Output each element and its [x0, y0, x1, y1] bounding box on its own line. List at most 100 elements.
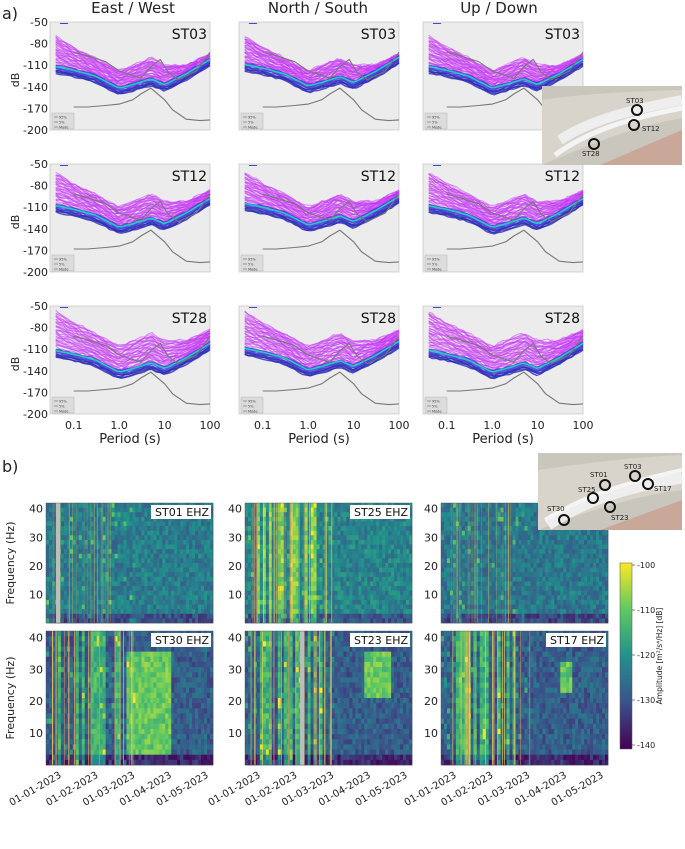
- spectrogram-cell: [304, 521, 308, 527]
- spectrogram-cell: [455, 549, 460, 555]
- spectrogram-cell: [268, 581, 273, 587]
- spectrogram-cell: [210, 553, 214, 559]
- spectrogram-cell: [382, 567, 386, 573]
- spectrogram-cell: [66, 512, 71, 518]
- spectrogram-cell: [292, 512, 296, 518]
- spectrogram-cell: [298, 595, 302, 601]
- spectrogram-cell: [509, 535, 513, 541]
- spectrogram-cell: [527, 618, 531, 624]
- spectrogram-cell: [376, 558, 380, 564]
- spectrogram-cell: [210, 599, 214, 605]
- spectrogram-cell: [198, 567, 202, 573]
- spectrogram-cell: [153, 572, 157, 578]
- spectrogram-cell: [455, 590, 460, 596]
- spectrogram-cell: [117, 516, 121, 522]
- spectrogram-cell: [99, 618, 103, 624]
- spectrogram-cell: [479, 512, 484, 518]
- spectrogram-cell: [449, 558, 454, 564]
- spectrogram-cell: [159, 553, 163, 559]
- spectrogram-cell: [485, 572, 490, 578]
- spectrogram-cell: [406, 604, 410, 610]
- spectrogram-cell: [509, 549, 513, 555]
- spectrogram-cell: [280, 553, 285, 559]
- spectrogram-cell: [87, 530, 92, 536]
- spectrogram-cell: [126, 599, 130, 605]
- spectrogram-cell: [192, 576, 196, 582]
- spectrogram-cell: [500, 609, 504, 615]
- spectrogram-cell: [352, 549, 356, 555]
- spectrogram-cell: [144, 544, 148, 550]
- spectrogram-cell: [75, 539, 80, 545]
- spectrogram-cell: [198, 521, 202, 527]
- spectrogram-cell: [322, 595, 326, 601]
- spectrogram-cell: [123, 558, 127, 564]
- spectrogram-cell: [584, 544, 588, 550]
- spectrogram-cell: [346, 558, 350, 564]
- spectrogram-cell: [46, 539, 50, 545]
- spectrogram-cell: [518, 558, 522, 564]
- spectrogram-cell: [461, 609, 466, 615]
- spectrogram-cell: [476, 507, 481, 513]
- spectrogram-cell: [467, 609, 472, 615]
- spectrogram-cell: [316, 530, 320, 536]
- spectrogram-cell: [120, 604, 124, 610]
- spectrogram-cell: [111, 590, 115, 596]
- spectrogram-cell: [548, 595, 552, 601]
- spectrogram-cell: [313, 604, 317, 610]
- spectrogram-cell: [596, 572, 600, 578]
- spectrogram-cell: [46, 599, 50, 605]
- spectrogram-cell: [527, 572, 531, 578]
- spectrogram-cell: [397, 530, 401, 536]
- spectrogram-cell: [443, 516, 448, 522]
- spectrogram-cell: [449, 512, 454, 518]
- spectrogram-cell: [132, 503, 136, 508]
- spectrogram-cell: [581, 567, 585, 573]
- spectrogram-cell: [114, 512, 118, 518]
- spectrogram-cell: [358, 521, 362, 527]
- spectrogram-cell: [168, 549, 172, 555]
- spectrogram-cell: [521, 613, 525, 619]
- spectrogram-cell: [364, 613, 368, 619]
- spectrogram-cell: [72, 512, 77, 518]
- spectrogram-cell: [262, 576, 267, 582]
- spectrogram-cell: [379, 526, 383, 531]
- spectrogram-cell: [198, 553, 202, 559]
- spectrogram-cell: [443, 558, 448, 564]
- spectrogram-cell: [162, 599, 166, 605]
- spectrogram-cell: [75, 558, 80, 564]
- spectrogram-cell: [376, 563, 380, 568]
- spectrogram-cell: [78, 576, 83, 582]
- spectrogram-cell: [87, 512, 92, 518]
- spectrogram-cell: [301, 604, 305, 610]
- spectrogram-cell: [204, 539, 208, 545]
- psd-y-tick: -200: [23, 408, 48, 421]
- spectrogram-cell: [63, 526, 68, 531]
- spectrogram-cell: [63, 609, 68, 615]
- spectrogram-cell: [313, 595, 317, 601]
- spectrogram-cell: [358, 567, 362, 573]
- spectrogram-cell: [325, 563, 329, 568]
- spectrogram-cell: [503, 549, 507, 555]
- spectrogram-cell: [449, 586, 454, 591]
- spectrogram-cell: [476, 595, 481, 601]
- spectrogram-cell: [153, 590, 157, 596]
- spectrogram-cell: [259, 535, 264, 541]
- spectrogram-cell: [99, 563, 103, 568]
- psd-x-tick: 0.1: [438, 419, 456, 432]
- spectrogram-cell: [596, 604, 600, 610]
- spectrogram-cell: [316, 544, 320, 550]
- spectrogram-cell: [141, 595, 145, 601]
- spectrogram-cell: [201, 576, 205, 582]
- spectrogram-cell: [204, 526, 208, 531]
- spectrogram-cell: [90, 563, 95, 568]
- spectrogram-cell: [467, 521, 472, 527]
- spectrogram-cell: [441, 530, 445, 536]
- spectrogram-cell: [60, 549, 65, 555]
- spectrogram-cell: [93, 581, 97, 587]
- spectrogram-cell: [470, 503, 475, 508]
- spectrogram-cell: [319, 576, 323, 582]
- spectrogram-cell: [245, 613, 249, 619]
- spectrogram-cell: [84, 526, 89, 531]
- spectrogram-cell: [210, 507, 214, 513]
- spectrogram-cell: [295, 563, 299, 568]
